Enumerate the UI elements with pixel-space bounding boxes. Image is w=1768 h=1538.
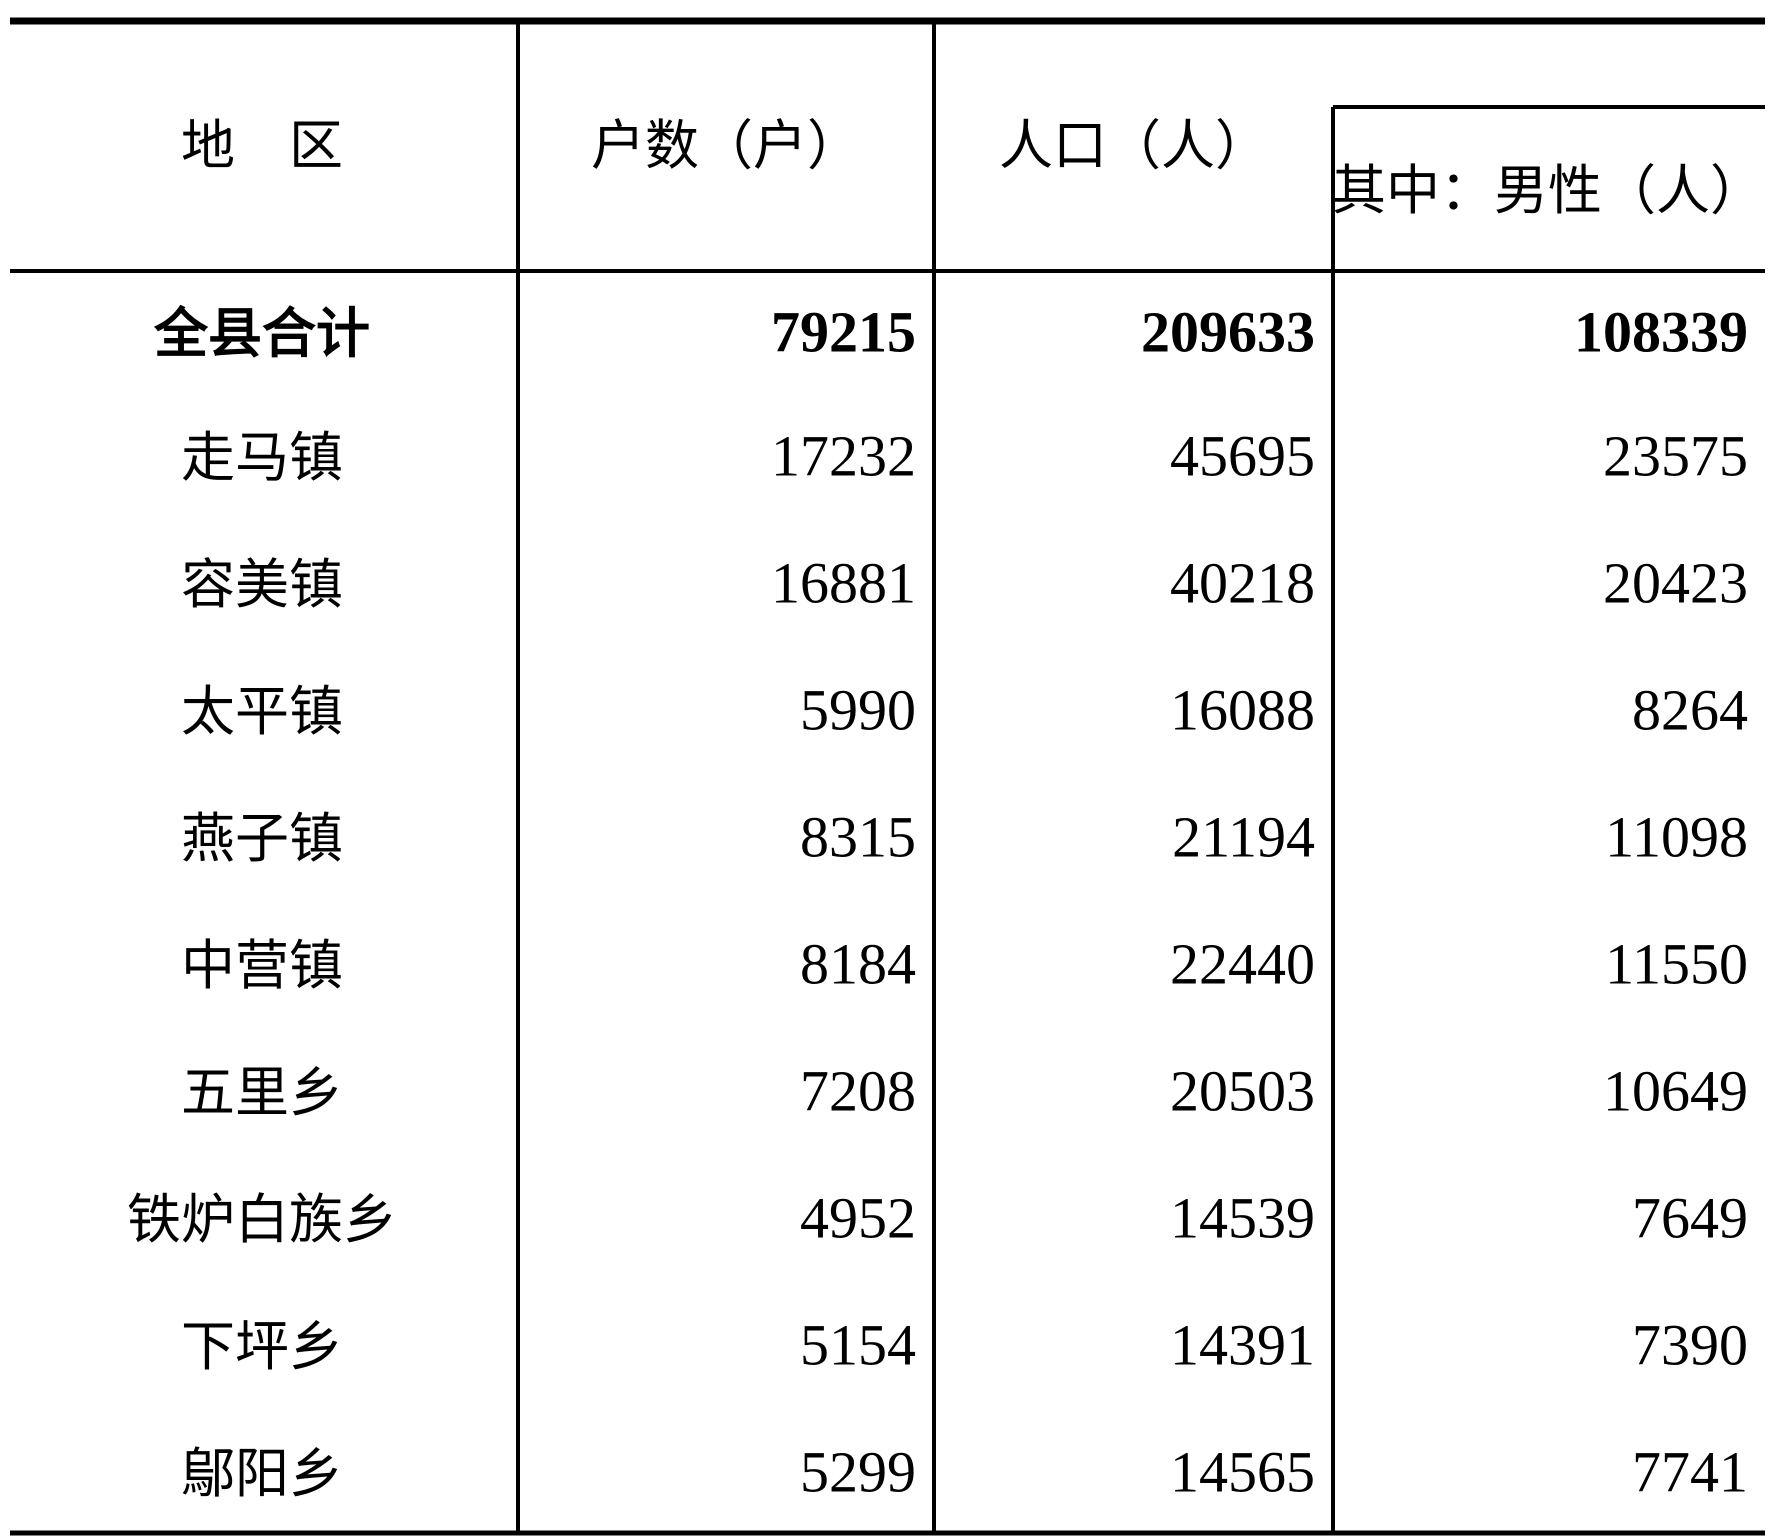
number-cell: 8184	[800, 931, 916, 996]
region-cell: 燕子镇	[181, 807, 343, 870]
number-cell: 11098	[1605, 804, 1748, 869]
number-cell: 7208	[800, 1058, 916, 1123]
number-cell: 108339	[1574, 299, 1748, 364]
header-cell: 其中：男性（人）	[1332, 159, 1764, 222]
number-cell: 16088	[1170, 677, 1315, 742]
number-cell: 20503	[1170, 1058, 1315, 1123]
header-cell: 户数（户）	[591, 114, 861, 177]
region-cell: 容美镇	[181, 553, 343, 616]
number-cell: 40218	[1170, 550, 1315, 615]
number-cell: 5154	[800, 1312, 916, 1377]
number-cell: 8315	[800, 804, 916, 869]
number-cell: 22440	[1170, 931, 1315, 996]
header-cell: 人口（人）	[999, 114, 1269, 177]
number-cell: 45695	[1170, 423, 1315, 488]
header-cell: 地 区	[181, 114, 343, 177]
number-cell: 10649	[1603, 1058, 1748, 1123]
region-cell: 太平镇	[181, 680, 343, 743]
number-cell: 7649	[1632, 1185, 1748, 1250]
region-cell: 下坪乡	[181, 1315, 343, 1378]
number-cell: 21194	[1172, 804, 1315, 869]
number-cell: 20423	[1603, 550, 1748, 615]
number-cell: 14565	[1170, 1439, 1315, 1504]
number-cell: 16881	[771, 550, 916, 615]
number-cell: 8264	[1632, 677, 1748, 742]
number-cell: 5299	[800, 1439, 916, 1504]
number-cell: 5990	[800, 677, 916, 742]
number-cell: 4952	[800, 1185, 916, 1250]
region-cell: 全县合计	[153, 301, 370, 365]
number-cell: 209633	[1141, 299, 1315, 364]
number-cell: 14391	[1170, 1312, 1315, 1377]
number-cell: 11550	[1605, 931, 1748, 996]
number-cell: 79215	[771, 299, 916, 364]
region-cell: 鄔阳乡	[181, 1442, 343, 1505]
number-cell: 17232	[771, 423, 916, 488]
number-cell: 23575	[1603, 423, 1748, 488]
region-cell: 五里乡	[181, 1061, 343, 1124]
number-cell: 7390	[1632, 1312, 1748, 1377]
number-cell: 14539	[1170, 1185, 1315, 1250]
region-cell: 铁炉白族乡	[127, 1188, 397, 1251]
number-cell: 7741	[1632, 1439, 1748, 1504]
region-cell: 走马镇	[181, 426, 343, 489]
region-cell: 中营镇	[181, 934, 343, 997]
